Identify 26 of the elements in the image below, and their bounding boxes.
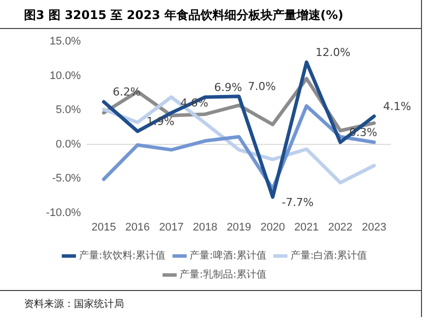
x-tick-label: 2018 [192, 221, 218, 234]
y-tick-label: 0.0% [56, 138, 82, 150]
y-tick-label: -5.0% [52, 172, 82, 185]
y-tick-label: -10.0% [46, 206, 82, 219]
data-label: 4.1% [383, 100, 412, 114]
x-tick-label: 2023 [362, 221, 386, 234]
x-tick-label: 2015 [92, 221, 116, 234]
y-tick-label: 10.0% [50, 70, 82, 82]
chart-title: 图3 图 32015 至 2023 年食品饮料细分板块产量增速(%) [0, 0, 421, 29]
legend-label: 产量:乳制品:累计值 [180, 268, 266, 281]
x-tick-label: 2019 [226, 221, 252, 234]
legend-label: 产量:软饮料:累计值 [78, 250, 166, 262]
x-tick-label: 2021 [294, 221, 319, 234]
x-tick-label: 2022 [328, 221, 353, 234]
legend-label: 产量:啤酒:累计值 [190, 250, 266, 262]
data-label: 12.0% [316, 46, 350, 60]
data-label: 7.0% [248, 80, 276, 94]
x-tick-label: 2020 [260, 221, 285, 234]
data-label: -7.7% [282, 196, 314, 209]
x-tick-label: 2017 [159, 221, 184, 234]
x-tick-label: 2016 [125, 221, 150, 234]
data-label: 6.9% [214, 80, 242, 94]
legend-label: 产量:白酒:累计值 [290, 250, 368, 262]
y-tick-label: 5.0% [56, 104, 82, 116]
text: 资料来源：国家统计局 [0, 290, 421, 317]
y-tick-label: 15.0% [50, 36, 82, 48]
